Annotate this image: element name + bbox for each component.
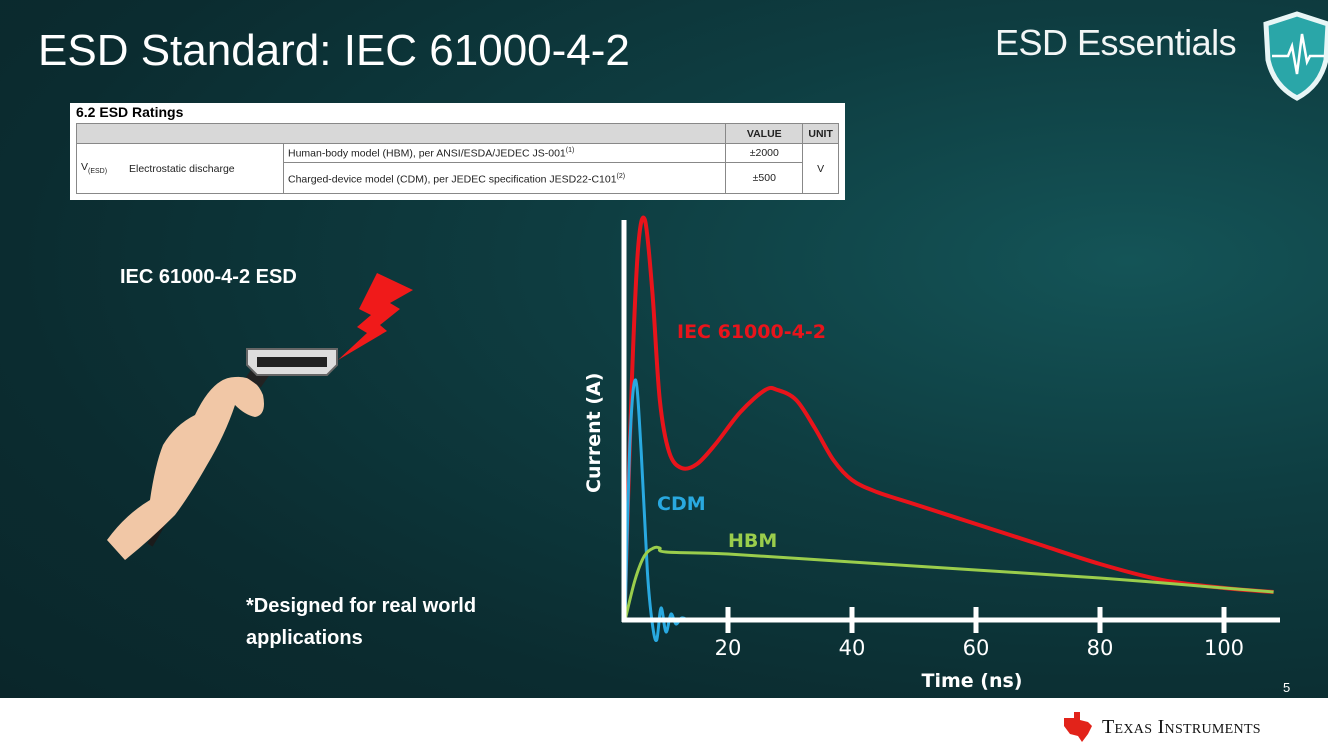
ti-logo-icon [1064,712,1092,742]
shield-logo-icon [1263,11,1328,101]
series-line-hbm [623,545,1274,621]
company-name: Texas Instruments [1102,716,1261,738]
esd-ratings-table: 6.2 ESD Ratings VALUE UNIT V(ESD) Electr… [70,103,845,200]
brand-title: ESD Essentials [995,22,1237,63]
y-axis-label: Current (A) [583,373,605,493]
unit-cell: V [802,143,839,194]
x-tick-label: 80 [1087,636,1114,660]
x-tick-label: 20 [715,636,742,660]
series-label-cdm: CDM [657,493,706,515]
esd-illustration-label: IEC 61000-4-2 ESD [120,266,297,288]
lightning-icon [338,273,413,360]
header-unit: UNIT [802,123,839,144]
page-number: 5 [1283,680,1291,695]
series-line-iec-61000-4-2 [622,215,1274,621]
series-line-cdm [623,378,689,643]
x-tick-label: 100 [1204,636,1244,660]
condition-cell: Charged-device model (CDM), per JEDEC sp… [282,162,727,194]
x-tick-label: 40 [839,636,866,660]
footer-bar [0,698,1328,746]
series-label-hbm: HBM [728,530,777,552]
note-text: *Designed for real world applications [246,595,477,649]
hand-hdmi-esd-illustration [107,273,413,560]
symbol-cell: V(ESD) [76,143,125,194]
value-cell: ±500 [725,162,804,194]
parameter-cell: Electrostatic discharge [125,143,284,194]
slide-title: ESD Standard: IEC 61000-4-2 [38,26,630,75]
x-axis-label: Time (ns) [922,670,1023,692]
series-label-iec: IEC 61000-4-2 [677,321,826,343]
table-caption: 6.2 ESD Ratings [76,104,184,120]
x-tick-label: 60 [963,636,990,660]
hand [107,376,264,560]
condition-cell: Human-body model (HBM), per ANSI/ESDA/JE… [282,143,727,163]
